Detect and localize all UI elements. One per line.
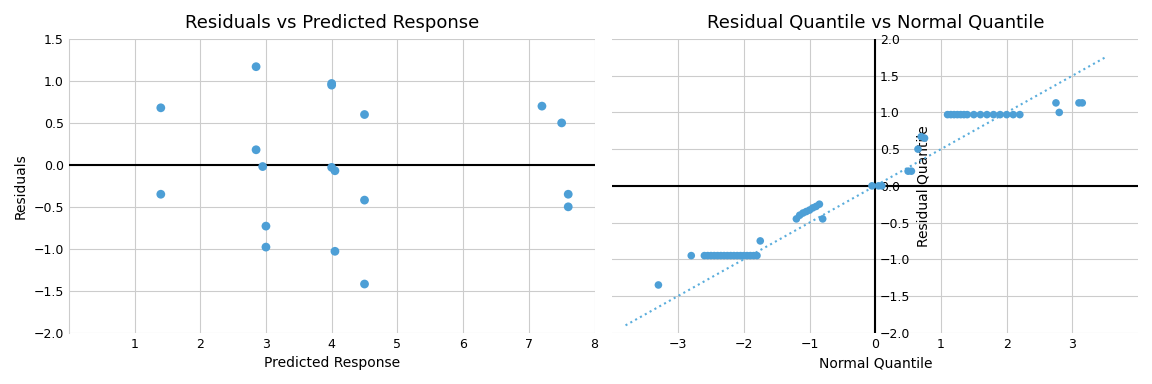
Point <box>794 210 812 216</box>
Point <box>257 223 275 229</box>
Point <box>705 253 723 259</box>
Point <box>751 238 770 244</box>
Point <box>902 168 920 174</box>
Point <box>553 120 571 126</box>
Point <box>253 164 272 170</box>
Point <box>952 112 970 118</box>
Point <box>971 112 990 118</box>
Point <box>735 253 753 259</box>
Point <box>1049 109 1068 116</box>
Point <box>532 103 551 109</box>
Point <box>912 134 931 140</box>
Point <box>1073 100 1091 106</box>
Point <box>323 164 341 170</box>
Point <box>708 253 727 259</box>
Point <box>247 147 265 153</box>
Point <box>702 253 720 259</box>
Point <box>721 253 740 259</box>
Point <box>728 253 746 259</box>
Point <box>355 281 373 287</box>
Point <box>559 204 577 210</box>
Point <box>355 197 373 203</box>
Point <box>1005 112 1023 118</box>
Point <box>152 191 170 197</box>
Point <box>738 253 757 259</box>
Title: Residuals vs Predicted Response: Residuals vs Predicted Response <box>184 14 479 32</box>
Point <box>909 146 927 152</box>
Point <box>323 80 341 86</box>
Point <box>559 191 577 197</box>
Point <box>744 253 763 259</box>
Point <box>984 112 1002 118</box>
Point <box>945 112 963 118</box>
Point <box>695 253 713 259</box>
Point <box>863 183 881 189</box>
Point <box>998 112 1016 118</box>
Point <box>991 112 1009 118</box>
Point <box>804 205 823 211</box>
Point <box>1010 112 1029 118</box>
Point <box>810 201 828 207</box>
Point <box>257 244 275 250</box>
Point <box>1047 100 1066 106</box>
Point <box>978 112 996 118</box>
Point <box>801 207 819 213</box>
Title: Residual Quantile vs Normal Quantile: Residual Quantile vs Normal Quantile <box>706 14 1044 32</box>
Point <box>872 183 890 189</box>
Point <box>323 82 341 88</box>
Point <box>748 253 766 259</box>
Point <box>326 248 344 254</box>
X-axis label: Normal Quantile: Normal Quantile <box>819 356 932 370</box>
Point <box>715 253 734 259</box>
Point <box>787 216 805 222</box>
Point <box>725 253 743 259</box>
Point <box>948 112 967 118</box>
Point <box>797 209 816 215</box>
Point <box>682 253 700 259</box>
Point <box>326 168 344 174</box>
Point <box>964 112 983 118</box>
Point <box>813 216 832 222</box>
Point <box>247 64 265 70</box>
Point <box>1070 100 1089 106</box>
Point <box>955 112 973 118</box>
Point <box>718 253 736 259</box>
Point <box>650 282 668 288</box>
X-axis label: Predicted Response: Predicted Response <box>264 356 400 370</box>
Point <box>899 168 917 174</box>
Point <box>152 105 170 111</box>
Point <box>741 253 759 259</box>
Y-axis label: Residuals: Residuals <box>14 153 28 219</box>
Point <box>698 253 717 259</box>
Point <box>732 253 750 259</box>
Point <box>958 112 977 118</box>
Point <box>939 112 957 118</box>
Point <box>806 204 825 210</box>
Point <box>355 111 373 118</box>
Point <box>870 183 888 189</box>
Point <box>916 135 934 141</box>
Point <box>712 253 730 259</box>
Y-axis label: Residual Quantile: Residual Quantile <box>916 125 930 247</box>
Point <box>790 212 809 218</box>
Point <box>941 112 960 118</box>
